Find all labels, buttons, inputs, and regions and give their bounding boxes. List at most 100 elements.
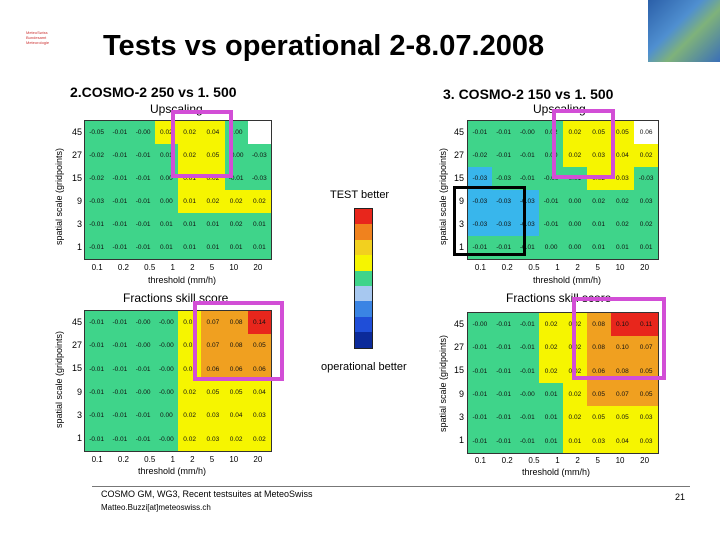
heatmap-cell: 0.08 [586,336,611,360]
panel-title-bottom-right: Fractions skill score [506,291,612,305]
legend-swatch [355,285,372,302]
x-tick: 0.2 [117,455,129,464]
logo-line: Bundesamt [26,35,47,40]
heatmap-cell: -0.01 [131,190,155,213]
legend-swatch [355,316,372,333]
x-tick: 20 [253,263,263,272]
heatmap-cell: -0.00 [154,381,178,405]
x-tick: 5 [209,263,215,272]
y-tick: 9 [458,388,464,399]
heatmap-cell: -0.01 [108,236,132,259]
heatmap-cell: -0.01 [491,359,516,383]
heatmap-cell: -0.01 [108,334,132,358]
legend-swatch [355,239,372,256]
y-tick: 1 [458,435,464,446]
x-tick-labels: 0.1 0.2 0.5 1 2 5 10 20 [467,456,657,465]
x-axis-label: threshold (mm/h) [138,466,207,476]
heatmap-cell: -0.03 [468,213,492,236]
heatmap-cell: -0.01 [85,381,109,405]
heatmap-cell: -0.01 [108,121,132,144]
y-tick: 15 [71,172,82,183]
legend-bottom-label: operational better [321,361,407,373]
heatmap-cell: 0.03 [201,404,225,428]
heatmap-cell: 0.02 [224,213,248,236]
heatmap-cell: 0.10 [610,313,635,337]
highlight-box-black [453,186,526,256]
heatmap-cell: 0.05 [610,406,635,430]
heatmap-cell: -0.01 [468,383,492,407]
heatmap-cell: 0.02 [178,144,202,167]
heatmap-cell: 0.08 [224,311,248,335]
x-tick: 2 [190,455,195,464]
heatmap-cell: 0.03 [610,167,635,190]
heatmap-cell: -0.01 [85,311,109,335]
heatmap-cell: -0.01 [515,406,540,430]
heatmap-cell: 0.14 [247,311,271,335]
y-tick: 3 [76,409,82,420]
y-tick-labels: 45 27 15 9 3 1 [60,310,82,450]
y-tick-labels: 45 27 15 9 3 1 [60,120,82,258]
x-tick: 2 [575,456,580,465]
heatmap-cell: 0.03 [247,404,271,428]
heatmap-cell: -0.01 [491,121,516,144]
heatmap-cell: -0.01 [85,236,109,259]
heatmap-cell: -0.01 [515,167,540,190]
heatmap-cell: -0.03 [515,190,540,213]
heatmap-cell: 0.05 [201,381,225,405]
y-tick: 3 [76,218,82,229]
heatmap-cell: -0.01 [491,336,516,360]
x-tick: 0.2 [501,456,513,465]
page-number: 21 [675,492,686,502]
heatmap-cell: 0.07 [201,334,225,358]
heatmap-cell: -0.01 [468,359,492,383]
x-tick-labels: 0.1 0.2 0.5 1 2 5 10 20 [467,263,657,272]
x-tick: 5 [595,456,600,465]
heatmap-cell: 0.01 [539,406,563,430]
heatmap-cell: 0.01 [154,236,178,259]
x-tick: 2 [575,263,580,272]
heatmap-cell: 0.07 [201,311,225,335]
heatmap-cell: -0.03 [491,190,516,213]
x-tick: 1 [170,263,175,272]
x-tick: 5 [209,455,215,464]
heatmap-cell: -0.01 [108,404,132,428]
x-tick: 0.1 [91,455,103,464]
section-title-right: 3. COSMO-2 150 vs 1. 500 [443,86,614,102]
legend-swatch [355,224,372,240]
heatmap-cell: 0.02 [634,144,658,167]
y-tick: 15 [453,172,464,183]
x-tick: 20 [640,263,650,272]
heatmap-cell: -0.00 [154,427,178,451]
heatmap-cell: 0.02 [539,336,563,360]
heatmap-cell: -0.01 [468,406,492,430]
heatmap-cell: 0.08 [224,334,248,358]
heatmap-cell: -0.01 [515,359,540,383]
heatmap-cell: -0.01 [131,144,155,167]
heatmap-cell: 0.01 [634,236,658,259]
heatmap-cell: -0.01 [131,357,155,381]
x-tick: 0.1 [91,263,103,272]
heatmap-cell: -0.01 [491,313,516,337]
y-tick-labels: 45 27 15 9 3 1 [442,312,464,452]
heatmap-cell: -0.01 [468,336,492,360]
heatmap-cell: 0.03 [634,429,658,453]
heatmap-cell [247,121,271,144]
heatmap-cell: 0.02 [539,359,563,383]
highlight-box-magenta [193,301,284,381]
heatmap-cell: -0.00 [515,383,540,407]
heatmap-cell: 0.04 [610,144,635,167]
heatmap-cell: 0.02 [563,406,587,430]
heatmap-cell: -0.03 [468,167,492,190]
heatmap-cell: 0.02 [178,121,202,144]
x-tick-labels: 0.1 0.2 0.5 1 2 5 10 20 [84,263,270,272]
heatmap-cell: 0.01 [224,236,248,259]
heatmap-cell: 0.02 [178,381,202,405]
y-tick: 1 [458,241,464,252]
heatmap-cell: -0.01 [131,167,155,190]
heatmap-cell: 0.10 [610,336,635,360]
heatmap-cell: 0.06 [224,357,248,381]
heatmap-cell: -0.03 [247,144,271,167]
heatmap-cell: 0.05 [586,121,611,144]
y-tick: 9 [76,195,82,206]
heatmap-cell: -0.01 [131,236,155,259]
